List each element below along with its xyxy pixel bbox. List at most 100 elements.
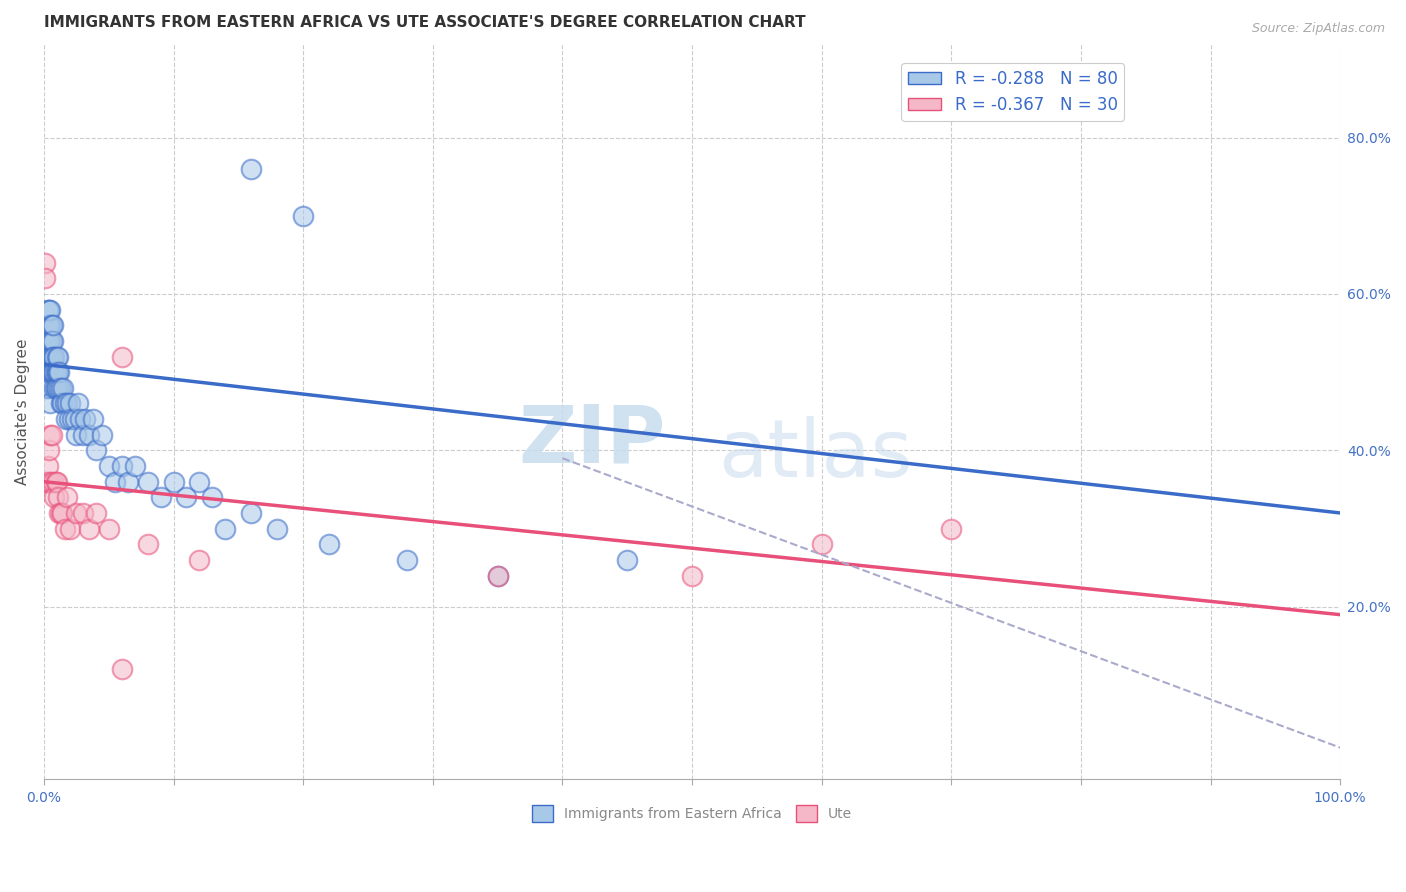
- Point: [35, 334, 58, 348]
- Point: [65, 427, 87, 442]
- Point: [72, 427, 94, 442]
- Point: [42, 334, 65, 348]
- Point: [41, 427, 63, 442]
- Point: [39, 302, 62, 317]
- Point: [188, 553, 211, 567]
- Point: [188, 475, 211, 489]
- Point: [58, 412, 80, 426]
- Point: [45, 381, 67, 395]
- Point: [44, 350, 66, 364]
- Point: [37, 334, 59, 348]
- Point: [810, 537, 832, 551]
- Point: [39, 318, 62, 333]
- Point: [51, 396, 73, 410]
- Point: [45, 381, 67, 395]
- Point: [149, 491, 172, 505]
- Point: [41, 350, 63, 364]
- Point: [162, 475, 184, 489]
- Text: ZIP: ZIP: [519, 401, 666, 480]
- Point: [34, 350, 56, 364]
- Point: [111, 350, 134, 364]
- Point: [91, 427, 114, 442]
- Point: [136, 537, 159, 551]
- Point: [56, 396, 79, 410]
- Point: [59, 522, 82, 536]
- Point: [941, 522, 963, 536]
- Point: [77, 427, 100, 442]
- Point: [38, 381, 60, 395]
- Point: [34, 255, 56, 269]
- Point: [44, 491, 66, 505]
- Point: [37, 458, 59, 473]
- Point: [35, 365, 58, 379]
- Point: [48, 365, 70, 379]
- Point: [111, 458, 134, 473]
- Point: [486, 568, 509, 582]
- Point: [266, 522, 288, 536]
- Text: Source: ZipAtlas.com: Source: ZipAtlas.com: [1251, 22, 1385, 36]
- Point: [176, 491, 198, 505]
- Point: [395, 553, 418, 567]
- Point: [44, 365, 66, 379]
- Point: [38, 318, 60, 333]
- Point: [82, 412, 104, 426]
- Point: [55, 412, 77, 426]
- Point: [35, 381, 58, 395]
- Point: [48, 506, 70, 520]
- Point: [84, 443, 107, 458]
- Point: [37, 318, 59, 333]
- Point: [111, 662, 134, 676]
- Point: [37, 365, 59, 379]
- Point: [41, 318, 63, 333]
- Point: [97, 522, 120, 536]
- Point: [65, 506, 87, 520]
- Point: [45, 475, 67, 489]
- Point: [39, 396, 62, 410]
- Point: [49, 381, 72, 395]
- Point: [49, 506, 72, 520]
- Point: [75, 412, 97, 426]
- Point: [41, 365, 63, 379]
- Point: [51, 506, 73, 520]
- Text: IMMIGRANTS FROM EASTERN AFRICA VS UTE ASSOCIATE'S DEGREE CORRELATION CHART: IMMIGRANTS FROM EASTERN AFRICA VS UTE AS…: [44, 15, 806, 30]
- Point: [38, 302, 60, 317]
- Point: [66, 396, 89, 410]
- Point: [45, 475, 67, 489]
- Point: [292, 209, 315, 223]
- Point: [214, 522, 236, 536]
- Point: [37, 302, 59, 317]
- Point: [34, 365, 56, 379]
- Point: [53, 522, 76, 536]
- Point: [42, 365, 65, 379]
- Point: [39, 427, 62, 442]
- Point: [38, 334, 60, 348]
- Point: [56, 491, 79, 505]
- Point: [59, 396, 82, 410]
- Point: [42, 318, 65, 333]
- Point: [39, 475, 62, 489]
- Point: [37, 350, 59, 364]
- Point: [42, 475, 65, 489]
- Point: [38, 350, 60, 364]
- Point: [97, 458, 120, 473]
- Point: [46, 491, 69, 505]
- Point: [69, 412, 91, 426]
- Point: [39, 365, 62, 379]
- Point: [72, 506, 94, 520]
- Y-axis label: Associate's Degree: Associate's Degree: [15, 338, 30, 484]
- Point: [41, 334, 63, 348]
- Point: [681, 568, 703, 582]
- Point: [49, 396, 72, 410]
- Point: [486, 568, 509, 582]
- Point: [136, 475, 159, 489]
- Point: [318, 537, 340, 551]
- Point: [46, 350, 69, 364]
- Point: [201, 491, 224, 505]
- Point: [117, 475, 139, 489]
- Point: [124, 458, 146, 473]
- Text: atlas: atlas: [718, 417, 912, 494]
- Point: [63, 412, 86, 426]
- Point: [42, 350, 65, 364]
- Point: [35, 475, 58, 489]
- Point: [39, 334, 62, 348]
